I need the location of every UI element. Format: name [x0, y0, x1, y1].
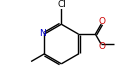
Text: Cl: Cl [58, 0, 66, 9]
Text: O: O [98, 17, 105, 26]
Text: N: N [39, 29, 45, 38]
Text: O: O [99, 42, 106, 51]
